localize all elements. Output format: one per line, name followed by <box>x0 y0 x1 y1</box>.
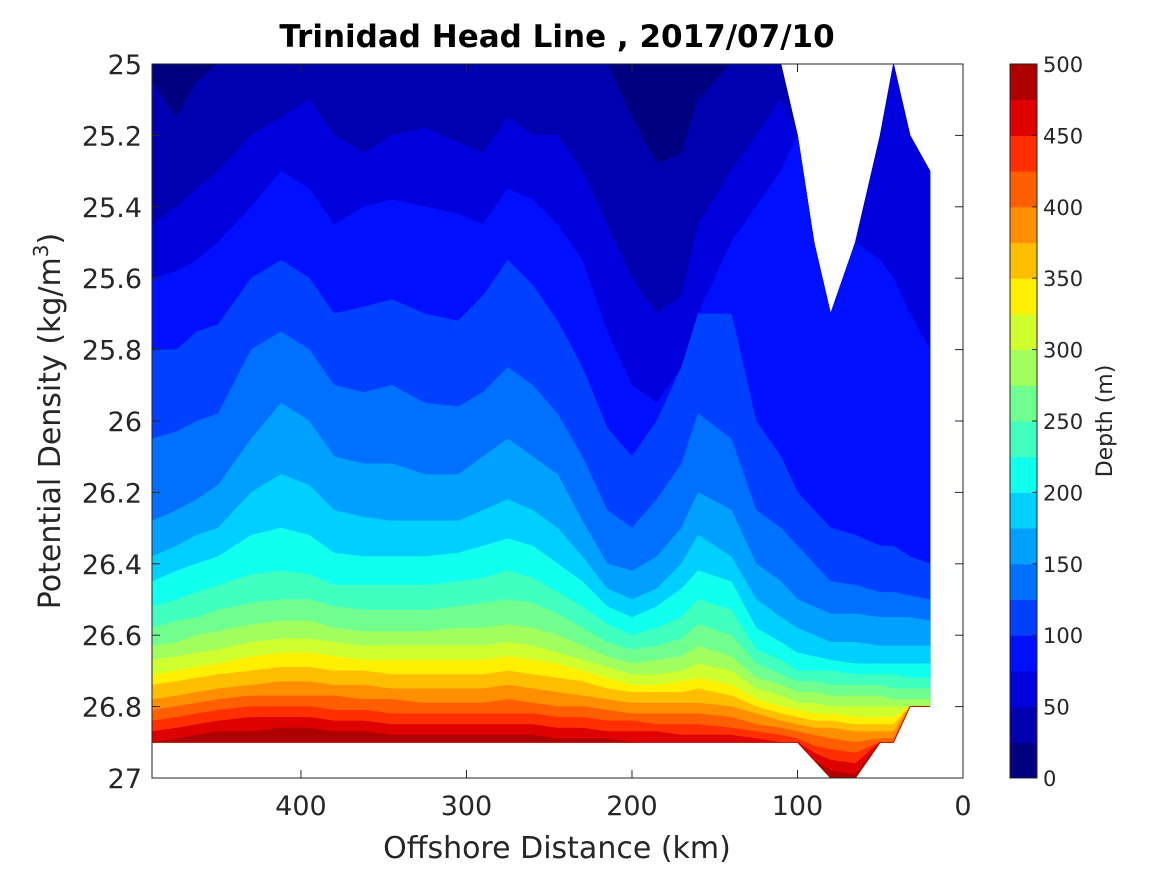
colorbar-segment-250 <box>1010 385 1037 422</box>
depth-band-475 <box>151 706 930 779</box>
y-tick-label: 26.2 <box>82 478 142 509</box>
colorbar-segment-100 <box>1010 599 1037 636</box>
y-axis-label-superscript: 3 <box>29 244 53 257</box>
y-axis-label-close: ) <box>33 233 68 245</box>
y-tick-label: 26.6 <box>82 621 142 652</box>
colorbar-tick-label: 350 <box>1043 267 1083 291</box>
colorbar-tick-label: 450 <box>1043 124 1083 148</box>
y-tick-label: 25.6 <box>82 264 142 295</box>
colorbar-segment-150 <box>1010 528 1037 565</box>
colorbar-segment-450 <box>1010 99 1037 136</box>
plot-area <box>151 63 931 779</box>
x-tick-label: 100 <box>772 791 824 822</box>
colorbar-tick-label: 400 <box>1043 196 1083 220</box>
colorbar-segment-475 <box>1010 64 1037 101</box>
y-axis-label-main: Potential Density (kg/m <box>33 257 68 609</box>
colorbar-label: Depth (m) <box>1093 365 1118 478</box>
colorbar-segment-75 <box>1010 635 1037 672</box>
colorbar-segment-300 <box>1010 313 1037 351</box>
colorbar-segment-350 <box>1010 242 1037 279</box>
y-tick-label: 25 <box>108 50 142 81</box>
y-tick-label: 25.4 <box>82 193 142 224</box>
colorbar-tick-label: 500 <box>1043 53 1083 77</box>
colorbar-tick-label: 250 <box>1043 410 1083 434</box>
y-tick-label: 26.4 <box>82 550 142 581</box>
x-tick-label: 400 <box>275 791 327 822</box>
colorbar-segment-50 <box>1010 670 1037 708</box>
y-tick-label: 26.8 <box>82 693 142 724</box>
colorbar-tick-label: 200 <box>1043 481 1083 505</box>
colorbar-segment-325 <box>1010 278 1037 315</box>
colorbar-segment-125 <box>1010 563 1037 600</box>
colorbar-tick-label: 0 <box>1043 767 1056 791</box>
axes: 400 300 200 100 0 25 25.2 25.4 25.6 25.8 26 26.2 26.… <box>82 50 972 822</box>
colorbar-tick-label: 100 <box>1043 624 1083 648</box>
y-tick-label: 25.8 <box>82 336 142 367</box>
colorbar-segment-425 <box>1010 135 1037 172</box>
x-tick-label: 300 <box>441 791 493 822</box>
y-tick-label: 27 <box>108 764 142 795</box>
colorbar: 0 50 100 150 200 250 300 350 400 450 500 <box>1009 53 1083 791</box>
x-tick-label: 200 <box>606 791 658 822</box>
y-tick-label: 26 <box>108 407 142 438</box>
colorbar-segment-25 <box>1010 706 1037 743</box>
x-axis-label: Offshore Distance (km) <box>383 831 731 866</box>
colorbar-tick-label: 150 <box>1043 553 1083 577</box>
y-tick-label: 25.2 <box>82 121 142 152</box>
colorbar-segment-375 <box>1010 206 1037 243</box>
colorbar-segment-225 <box>1010 421 1037 458</box>
colorbar-segment-175 <box>1010 492 1037 529</box>
y-axis-label: Potential Density (kg/m3) <box>29 233 68 609</box>
x-tick-label: 0 <box>954 791 971 822</box>
colorbar-segment-275 <box>1010 349 1037 386</box>
colorbar-segment-200 <box>1010 456 1037 493</box>
colorbar-segment-400 <box>1010 171 1037 208</box>
colorbar-segment-0 <box>1010 742 1037 779</box>
colorbar-tick-label: 300 <box>1043 339 1083 363</box>
chart-title: Trinidad Head Line , 2017/07/10 <box>279 19 834 55</box>
colorbar-tick-label: 50 <box>1043 696 1070 720</box>
